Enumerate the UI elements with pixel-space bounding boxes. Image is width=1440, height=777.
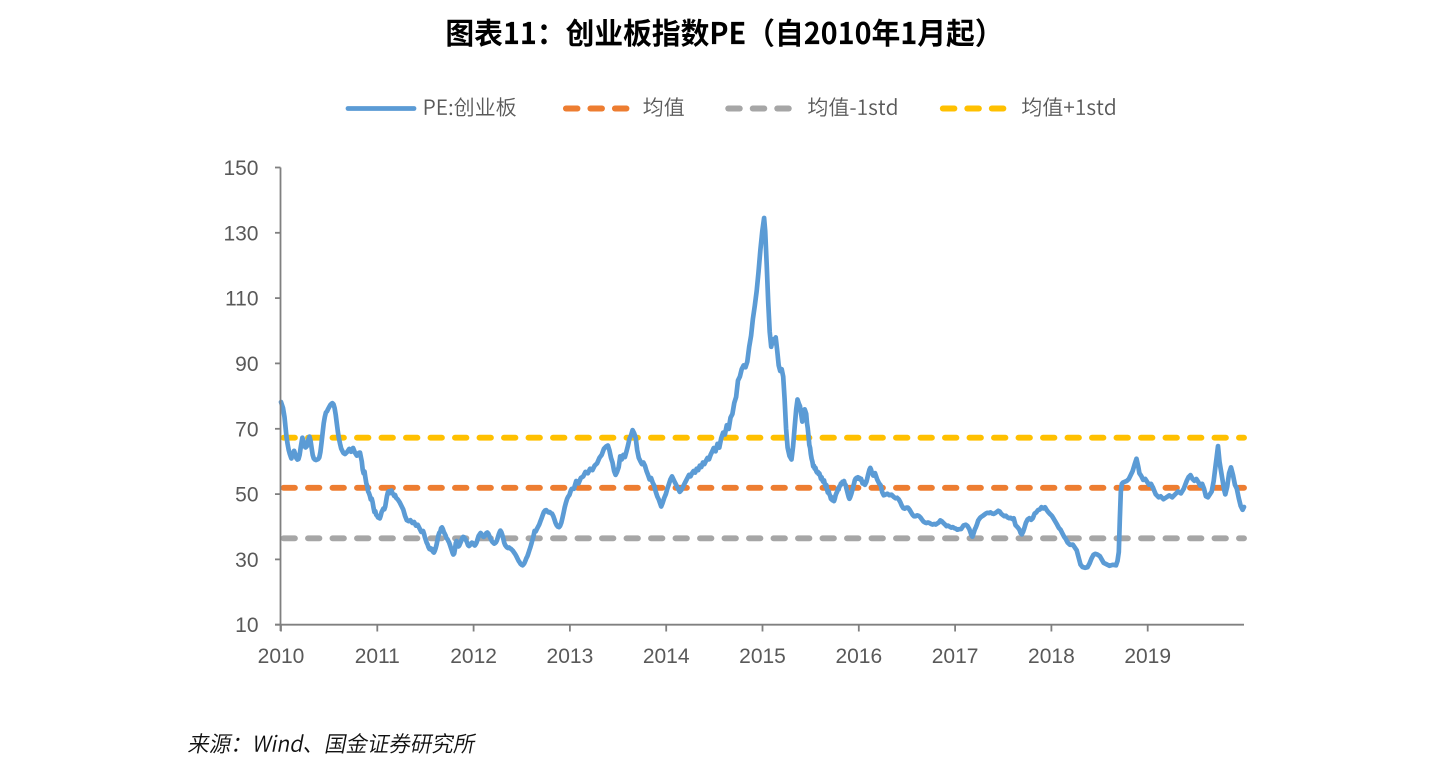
svg-text:2017: 2017	[932, 645, 979, 668]
svg-text:30: 30	[235, 549, 258, 572]
svg-text:2015: 2015	[739, 645, 786, 668]
svg-text:2016: 2016	[835, 645, 882, 668]
svg-text:130: 130	[223, 222, 258, 245]
svg-text:70: 70	[235, 418, 258, 441]
svg-text:2011: 2011	[355, 645, 400, 668]
svg-text:2014: 2014	[643, 645, 690, 668]
svg-text:2013: 2013	[547, 645, 594, 668]
svg-text:2019: 2019	[1124, 645, 1171, 668]
svg-text:50: 50	[235, 484, 258, 507]
svg-text:90: 90	[235, 353, 258, 376]
svg-text:110: 110	[225, 288, 258, 311]
svg-text:2018: 2018	[1028, 645, 1075, 668]
svg-text:2010: 2010	[258, 645, 305, 668]
svg-text:150: 150	[223, 157, 258, 180]
svg-text:10: 10	[235, 614, 258, 637]
svg-text:2012: 2012	[450, 645, 497, 668]
